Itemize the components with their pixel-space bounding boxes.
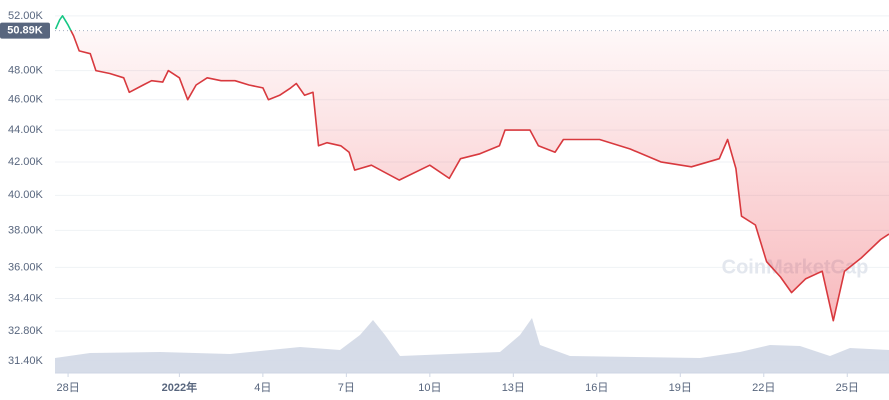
x-tick-label: 22日 [752, 382, 775, 394]
x-tick-label: 25日 [836, 382, 859, 394]
x-tick-label: 10日 [418, 382, 441, 394]
y-tick-label: 44.00K [8, 124, 44, 136]
y-tick-label: 42.00K [8, 156, 44, 168]
price-line [54, 15, 889, 322]
y-tick-label: 31.40K [8, 355, 44, 367]
y-tick-label: 52.00K [8, 10, 44, 22]
y-tick-label: 40.00K [8, 189, 44, 201]
x-tick-label: 13日 [502, 382, 525, 394]
y-tick-label: 48.00K [8, 65, 44, 77]
x-tick-label: 28日 [56, 382, 79, 394]
x-tick-label: 19日 [669, 382, 692, 394]
y-tick-label: 46.00K [8, 94, 44, 106]
y-tick-label: 36.00K [8, 261, 44, 273]
x-tick-label: 16日 [585, 382, 608, 394]
reference-label: 50.89K [7, 25, 43, 37]
x-tick-label: 2022年 [162, 380, 197, 394]
reference-badge [0, 22, 50, 39]
y-tick-label: 38.00K [8, 224, 44, 236]
area-fill [70, 30, 889, 321]
y-tick-label: 32.80K [8, 325, 44, 337]
x-tick-label: 7日 [338, 382, 355, 394]
y-tick-label: 34.40K [8, 292, 44, 304]
volume-area [55, 318, 889, 373]
x-tick-label: 4日 [254, 382, 271, 394]
